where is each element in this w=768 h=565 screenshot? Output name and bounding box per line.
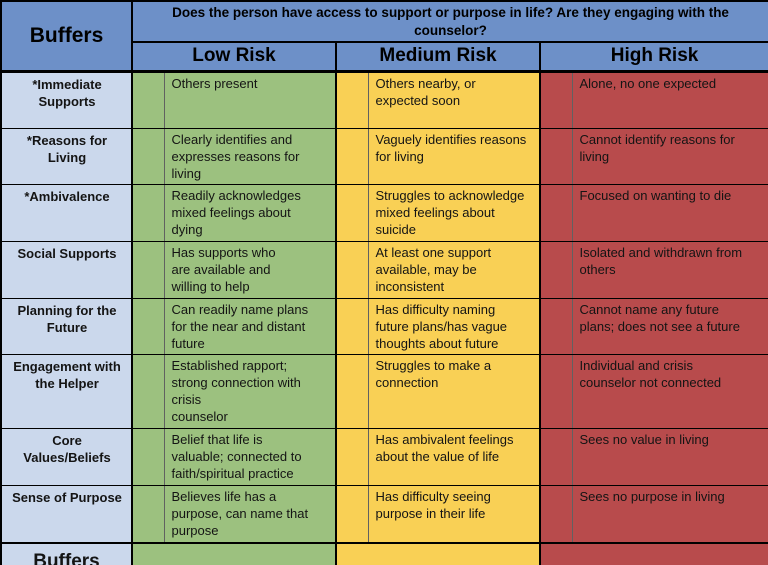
question-header: Does the person have access to support o… [131, 0, 768, 44]
low-risk-color-strip [131, 70, 165, 129]
medium-risk-cell: Others nearby, or expected soon [367, 70, 541, 129]
medium-risk-cell: Has ambivalent feelings about the value … [367, 428, 541, 487]
column-header-medium-risk: Medium Risk [335, 41, 541, 73]
low-risk-cell: Established rapport; strong connection w… [163, 354, 337, 430]
corner-title: Buffers [0, 0, 133, 73]
medium-risk-color-strip [335, 184, 369, 243]
high-risk-color-strip [539, 354, 573, 430]
question-row: Buffers Does the person have access to s… [0, 0, 768, 73]
high-risk-cell: Individual and crisis counselor not conn… [571, 354, 768, 430]
table-row: *Immediate Supports Others present Other… [0, 70, 768, 129]
row-label-ambivalence: *Ambivalence [0, 184, 133, 243]
row-label-engagement-with-the-helper: Engagement with the Helper [0, 354, 133, 430]
footer-row: Buffers [0, 541, 768, 565]
table-row: Planning for the Future Can readily name… [0, 297, 768, 356]
row-label-sense-of-purpose: Sense of Purpose [0, 485, 133, 544]
high-risk-color-strip [539, 297, 573, 356]
low-risk-color-strip [131, 297, 165, 356]
low-risk-color-strip [131, 485, 165, 544]
medium-risk-color-strip [335, 297, 369, 356]
risk-header-row: Low Risk Medium Risk High Risk [1, 41, 768, 73]
high-risk-cell: Alone, no one expected [571, 70, 768, 129]
low-risk-cell: Believes life has a purpose, can name th… [163, 485, 337, 544]
row-label-core-values-beliefs: Core Values/Beliefs [0, 428, 133, 487]
high-risk-color-strip [539, 428, 573, 487]
low-risk-cell: Belief that life is valuable; connected … [163, 428, 337, 487]
medium-risk-color-strip [335, 127, 369, 186]
column-header-high-risk: High Risk [538, 41, 768, 73]
medium-risk-cell: Struggles to make a connection [367, 354, 541, 430]
table-row: *Reasons for Living Clearly identifies a… [0, 127, 768, 186]
footer-low-risk-cell [131, 541, 337, 565]
medium-risk-color-strip [335, 354, 369, 430]
high-risk-color-strip [539, 485, 573, 544]
high-risk-cell: Sees no value in living [571, 428, 768, 487]
footer-high-risk-cell [538, 541, 768, 565]
table-row: Core Values/Beliefs Belief that life is … [0, 428, 768, 487]
medium-risk-color-strip [335, 428, 369, 487]
medium-risk-color-strip [335, 70, 369, 129]
high-risk-cell: Cannot name any future plans; does not s… [571, 297, 768, 356]
table-row: Engagement with the Helper Established r… [0, 354, 768, 430]
low-risk-cell: Can readily name plans for the near and … [163, 297, 337, 356]
low-risk-color-strip [131, 127, 165, 186]
high-risk-color-strip [539, 70, 573, 129]
high-risk-color-strip [539, 241, 573, 299]
low-risk-color-strip [131, 241, 165, 299]
low-risk-cell: Has supports who are available and willi… [163, 241, 337, 299]
table-row: Sense of Purpose Believes life has a pur… [0, 485, 768, 544]
medium-risk-cell: At least one support available, may be i… [367, 241, 541, 299]
high-risk-color-strip [539, 184, 573, 243]
column-header-low-risk: Low Risk [131, 41, 337, 73]
medium-risk-cell: Has difficulty naming future plans/has v… [367, 297, 541, 356]
high-risk-cell: Sees no purpose in living [571, 485, 768, 544]
low-risk-color-strip [131, 184, 165, 243]
row-label-planning-for-the-future: Planning for the Future [0, 297, 133, 356]
medium-risk-cell: Vaguely identifies reasons for living [367, 127, 541, 186]
high-risk-cell: Cannot identify reasons for living [571, 127, 768, 186]
table-row: *Ambivalence Readily acknowledges mixed … [0, 184, 768, 243]
high-risk-cell: Isolated and withdrawn from others [571, 241, 768, 299]
row-label-immediate-supports: *Immediate Supports [0, 70, 133, 129]
low-risk-color-strip [131, 428, 165, 487]
high-risk-color-strip [539, 127, 573, 186]
footer-medium-risk-cell [335, 541, 541, 565]
medium-risk-cell: Struggles to acknowledge mixed feelings … [367, 184, 541, 243]
low-risk-cell: Others present [163, 70, 337, 129]
low-risk-cell: Readily acknowledges mixed feelings abou… [163, 184, 337, 243]
footer-buffers-label: Buffers [0, 541, 133, 565]
medium-risk-color-strip [335, 241, 369, 299]
low-risk-color-strip [131, 354, 165, 430]
row-label-social-supports: Social Supports [0, 241, 133, 299]
high-risk-cell: Focused on wanting to die [571, 184, 768, 243]
table-row: Social Supports Has supports who are ava… [0, 241, 768, 299]
row-label-reasons-for-living: *Reasons for Living [0, 127, 133, 186]
medium-risk-color-strip [335, 485, 369, 544]
low-risk-cell: Clearly identifies and expresses reasons… [163, 127, 337, 186]
medium-risk-cell: Has difficulty seeing purpose in their l… [367, 485, 541, 544]
